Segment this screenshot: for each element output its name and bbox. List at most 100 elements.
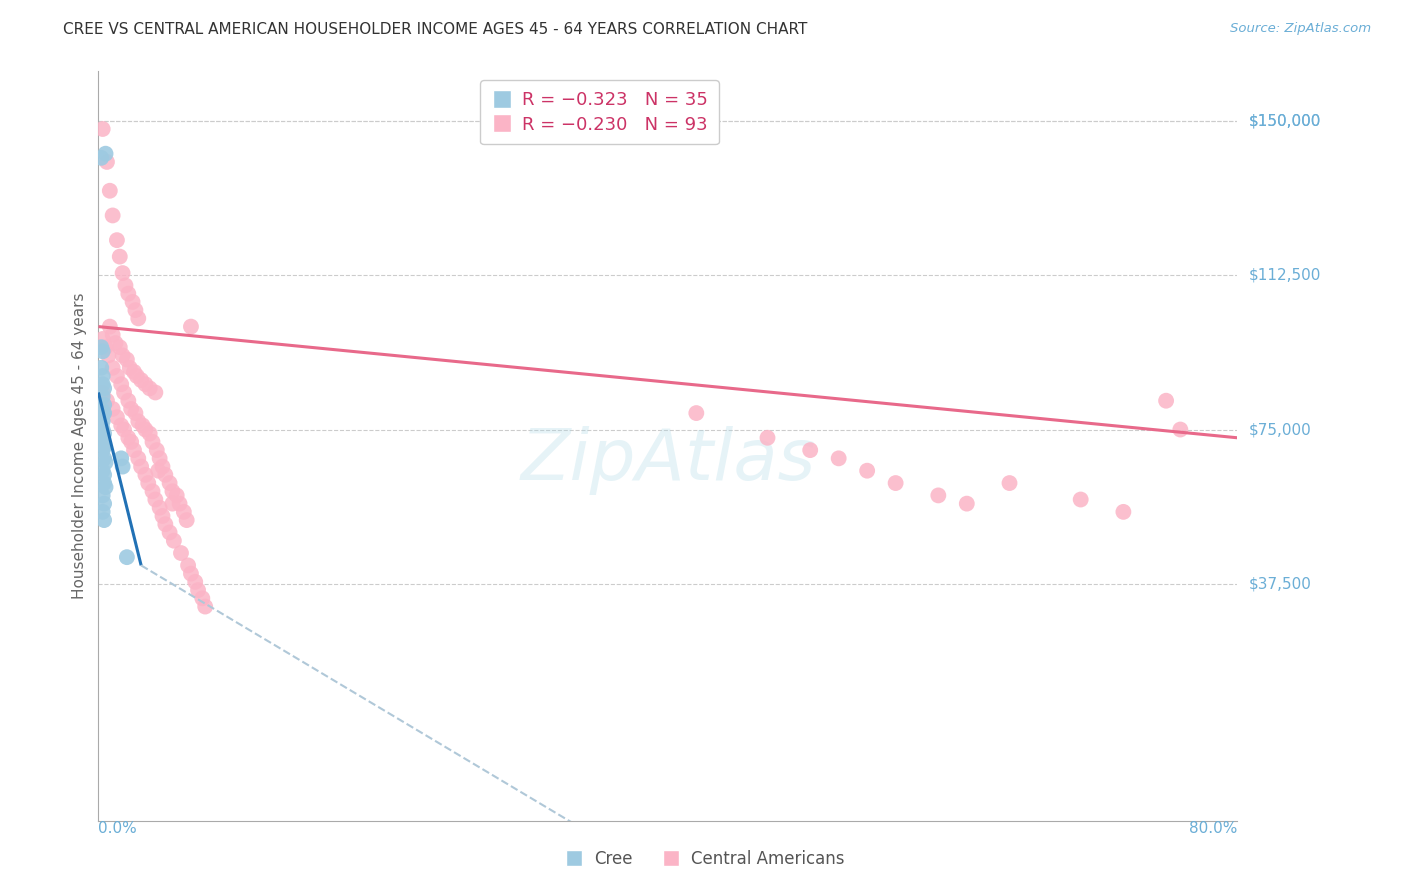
Point <box>93 451 115 466</box>
Point <box>101 401 124 416</box>
Point <box>105 410 128 425</box>
Point <box>927 488 949 502</box>
Point <box>155 467 177 482</box>
Point <box>122 365 145 379</box>
Point <box>134 377 156 392</box>
Point <box>101 209 124 223</box>
Point <box>127 451 149 466</box>
Point <box>124 303 146 318</box>
Point <box>115 352 138 367</box>
Point <box>105 369 128 384</box>
Point <box>1170 423 1192 437</box>
Point <box>91 423 114 437</box>
Point <box>98 319 121 334</box>
Point <box>184 574 207 589</box>
Point <box>799 443 821 458</box>
Point <box>149 500 172 515</box>
Point <box>141 484 163 499</box>
Point <box>111 348 134 362</box>
Point <box>152 459 174 474</box>
Point <box>111 266 134 280</box>
Text: 80.0%: 80.0% <box>1189 821 1237 836</box>
Point <box>93 381 115 395</box>
Point <box>91 505 114 519</box>
Point <box>108 250 131 264</box>
Point <box>136 476 159 491</box>
Point <box>149 451 172 466</box>
Point <box>124 406 146 420</box>
Point <box>114 278 136 293</box>
Point <box>101 360 124 375</box>
Point <box>118 360 141 375</box>
Text: $112,500: $112,500 <box>1249 268 1322 283</box>
Point <box>146 443 169 458</box>
Point <box>93 439 115 453</box>
Point <box>91 385 114 400</box>
Point <box>91 464 114 478</box>
Y-axis label: Householder Income Ages 45 - 64 years: Householder Income Ages 45 - 64 years <box>72 293 87 599</box>
Point <box>187 583 209 598</box>
Point <box>998 476 1021 491</box>
Point <box>96 393 118 408</box>
Text: $75,000: $75,000 <box>1249 422 1312 437</box>
Point <box>96 155 118 169</box>
Point <box>104 336 127 351</box>
Point <box>91 377 114 392</box>
Point <box>93 513 115 527</box>
Point <box>93 467 115 482</box>
Point <box>141 434 163 449</box>
Point <box>194 599 217 614</box>
Point <box>91 369 114 384</box>
Point <box>120 401 142 416</box>
Text: Source: ZipAtlas.com: Source: ZipAtlas.com <box>1230 22 1371 36</box>
Point <box>101 327 124 342</box>
Point <box>94 455 117 469</box>
Point <box>177 558 200 573</box>
Point <box>1112 505 1135 519</box>
Point <box>108 340 131 354</box>
Point <box>117 393 139 408</box>
Text: CREE VS CENTRAL AMERICAN HOUSEHOLDER INCOME AGES 45 - 64 YEARS CORRELATION CHART: CREE VS CENTRAL AMERICAN HOUSEHOLDER INC… <box>63 22 807 37</box>
Point <box>125 369 148 384</box>
Legend: R = −0.323   N = 35, R = −0.230   N = 93: R = −0.323 N = 35, R = −0.230 N = 93 <box>481 80 718 145</box>
Point <box>145 492 167 507</box>
Point <box>110 377 132 392</box>
Point <box>159 476 181 491</box>
Point <box>97 348 120 362</box>
Point <box>93 426 115 441</box>
Point <box>112 423 135 437</box>
Text: 0.0%: 0.0% <box>98 821 138 836</box>
Legend: Cree, Central Americans: Cree, Central Americans <box>554 844 852 875</box>
Point <box>1154 393 1177 408</box>
Text: ZipAtlas: ZipAtlas <box>520 426 815 495</box>
Point <box>91 434 114 449</box>
Point <box>121 294 143 309</box>
Point <box>756 431 779 445</box>
Point <box>129 459 152 474</box>
Text: $37,500: $37,500 <box>1249 576 1312 591</box>
Point <box>127 311 149 326</box>
Point <box>884 476 907 491</box>
Point <box>956 497 979 511</box>
Point <box>94 340 117 354</box>
Point <box>93 497 115 511</box>
Point <box>148 464 170 478</box>
Point <box>94 480 117 494</box>
Point <box>127 414 149 428</box>
Text: $150,000: $150,000 <box>1249 113 1322 128</box>
Point <box>91 332 114 346</box>
Point <box>90 360 112 375</box>
Point <box>180 319 202 334</box>
Point <box>117 286 139 301</box>
Point <box>90 340 112 354</box>
Point <box>685 406 707 420</box>
Point <box>90 151 112 165</box>
Point <box>176 513 198 527</box>
Point <box>155 517 177 532</box>
Point <box>98 184 121 198</box>
Point <box>856 464 879 478</box>
Point <box>91 390 114 404</box>
Point <box>129 373 152 387</box>
Point <box>115 550 138 565</box>
Point <box>91 431 114 445</box>
